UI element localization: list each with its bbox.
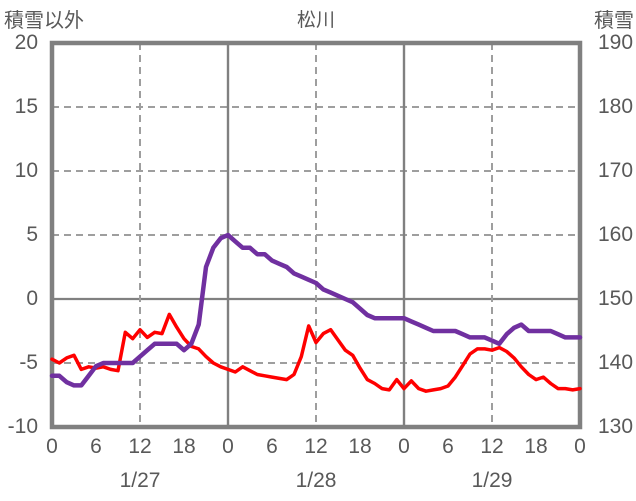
- left-axis-tick-label: 15: [14, 95, 38, 118]
- non-snow-series-line: [50, 312, 582, 393]
- right-axis-tick-label: 130: [598, 415, 634, 438]
- left-axis-tick-label: 10: [14, 159, 38, 182]
- x-axis-hour-label: 12: [304, 435, 328, 458]
- right-axis-tick-label: 140: [598, 351, 634, 374]
- x-axis-hour-label: 0: [222, 435, 234, 458]
- x-axis-hour-label: 18: [172, 435, 196, 458]
- x-axis-hour-label: 18: [348, 435, 372, 458]
- x-axis-hour-label: 0: [46, 435, 58, 458]
- right-axis-tick-label: 160: [598, 223, 634, 246]
- x-axis-hour-label: 12: [480, 435, 504, 458]
- right-axis-tick-label: 150: [598, 287, 634, 310]
- chart-title: 松川: [296, 10, 335, 31]
- x-axis-date-label: 1/27: [119, 469, 161, 492]
- left-axis-tick-label: 0: [26, 287, 38, 310]
- left-axis-tick-label: 20: [14, 31, 38, 54]
- x-axis-hour-label: 6: [266, 435, 278, 458]
- right-axis-tick-label: 190: [598, 31, 634, 54]
- x-axis-date-label: 1/29: [471, 469, 513, 492]
- x-axis-hour-label: 0: [398, 435, 410, 458]
- x-axis-hour-label: 12: [128, 435, 152, 458]
- x-axis-hour-label: 18: [524, 435, 548, 458]
- left-axis-tick-label: 5: [26, 223, 38, 246]
- x-axis-hour-label: 0: [574, 435, 586, 458]
- plot-border: [49, 40, 583, 430]
- x-axis-hour-label: 6: [90, 435, 102, 458]
- x-axis-hour-label: 6: [442, 435, 454, 458]
- right-axis-tick-label: 180: [598, 95, 634, 118]
- left-axis-title: 積雪以外: [4, 10, 84, 32]
- right-axis-tick-label: 170: [598, 159, 634, 182]
- left-axis-tick-label: -5: [19, 351, 38, 374]
- x-axis-date-label: 1/28: [295, 469, 337, 492]
- left-axis-tick-label: -10: [7, 415, 38, 438]
- snow-depth-series-line: [49, 232, 583, 388]
- right-axis-title: 積雪: [594, 10, 634, 32]
